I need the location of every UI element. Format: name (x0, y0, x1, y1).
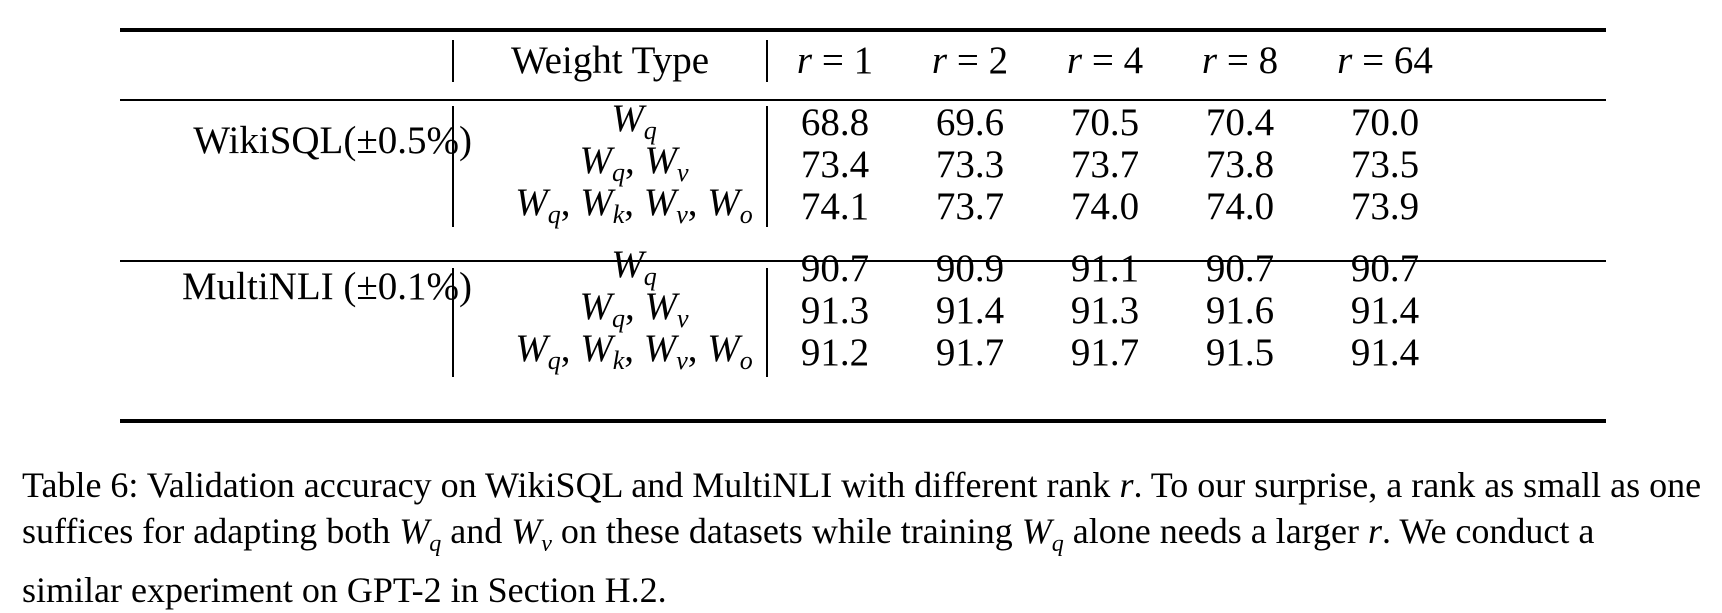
table-header-rule (120, 99, 1606, 101)
accuracy-cell: 74.0 (1070, 185, 1140, 228)
accuracy-cell: 68.8 (800, 101, 870, 144)
weight-type-cell: Wq (611, 97, 657, 145)
caption-label: Table 6: (22, 465, 139, 505)
accuracy-cell: 91.2 (800, 331, 870, 374)
accuracy-cell: 73.7 (935, 185, 1005, 228)
column-divider (452, 268, 454, 377)
dataset-label: WikiSQL(±0.5%) (193, 119, 472, 162)
accuracy-cell: 74.1 (800, 185, 870, 228)
accuracy-cell: 90.7 (1350, 247, 1420, 290)
column-divider (452, 106, 454, 227)
accuracy-cell: 69.6 (935, 101, 1005, 144)
weight-type-cell: Wq, Wk, Wv, Wo (515, 181, 753, 229)
column-divider (766, 106, 768, 227)
accuracy-cell: 90.7 (1205, 247, 1275, 290)
accuracy-cell: 91.5 (1205, 331, 1275, 374)
caption-text: Validation accuracy on WikiSQL and Multi… (22, 465, 1702, 611)
accuracy-cell: 91.4 (1350, 331, 1420, 374)
accuracy-cell: 91.7 (935, 331, 1005, 374)
column-divider (452, 40, 454, 82)
accuracy-cell: 90.7 (800, 247, 870, 290)
accuracy-cell: 73.9 (1350, 185, 1420, 228)
accuracy-cell: 91.3 (1070, 289, 1140, 332)
column-divider (766, 40, 768, 82)
accuracy-cell: 73.5 (1350, 143, 1420, 186)
accuracy-cell: 73.8 (1205, 143, 1275, 186)
dataset-label: MultiNLI (±0.1%) (181, 265, 472, 308)
weight-type-cell: Wq, Wv (579, 285, 689, 333)
accuracy-cell: 91.3 (800, 289, 870, 332)
weight-type-cell: Wq, Wk, Wv, Wo (515, 327, 753, 375)
accuracy-cell: 74.0 (1205, 185, 1275, 228)
accuracy-cell: 73.4 (800, 143, 870, 186)
weight-type-cell: Wq, Wv (579, 139, 689, 187)
accuracy-cell: 70.0 (1350, 101, 1420, 144)
accuracy-cell: 70.4 (1205, 101, 1275, 144)
header-weight-type: Weight Type (510, 39, 710, 82)
header-rank-1: r = 1 (796, 39, 874, 82)
header-rank-2: r = 2 (931, 39, 1009, 82)
accuracy-cell: 91.4 (1350, 289, 1420, 332)
accuracy-cell: 90.9 (935, 247, 1005, 290)
accuracy-cell: 91.6 (1205, 289, 1275, 332)
column-divider (766, 268, 768, 377)
accuracy-cell: 73.3 (935, 143, 1005, 186)
header-rank-4: r = 4 (1066, 39, 1144, 82)
accuracy-cell: 91.4 (935, 289, 1005, 332)
header-rank-8: r = 8 (1201, 39, 1279, 82)
header-rank-64: r = 64 (1337, 39, 1433, 82)
accuracy-cell: 73.7 (1070, 143, 1140, 186)
table-group-rule (120, 260, 1606, 262)
table-top-rule (120, 28, 1606, 32)
accuracy-cell: 91.7 (1070, 331, 1140, 374)
accuracy-cell: 70.5 (1070, 101, 1140, 144)
accuracy-cell: 91.1 (1070, 247, 1140, 290)
table-bottom-rule (120, 419, 1606, 423)
table-caption: Table 6: Validation accuracy on WikiSQL … (22, 462, 1702, 613)
weight-type-cell: Wq (611, 243, 657, 291)
